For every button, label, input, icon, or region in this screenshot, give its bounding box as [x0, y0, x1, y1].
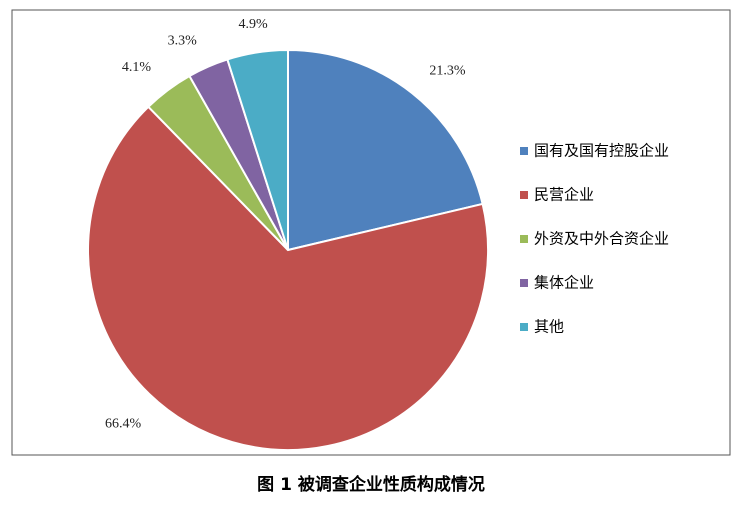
legend-swatch	[520, 147, 528, 155]
pie-slice	[87, 105, 489, 451]
pie-slice	[287, 48, 484, 252]
data-label: 3.3%	[168, 33, 198, 48]
legend-label: 民营企业	[534, 186, 594, 204]
data-label: 4.1%	[122, 60, 152, 75]
data-label: 21.3%	[429, 63, 466, 78]
legend-label: 外资及中外合资企业	[534, 230, 669, 248]
legend-swatch	[520, 235, 528, 243]
legend-swatch	[520, 279, 528, 287]
data-label: 66.4%	[105, 417, 142, 432]
chart-title: 图 1 被调查企业性质构成情况	[257, 474, 485, 495]
legend-label: 集体企业	[534, 274, 594, 292]
legend-label: 国有及国有控股企业	[534, 142, 669, 160]
data-label: 4.9%	[238, 17, 268, 32]
legend-swatch	[520, 323, 528, 331]
legend-label: 其他	[534, 318, 564, 336]
legend-swatch	[520, 191, 528, 199]
pie-slice	[226, 48, 289, 251]
